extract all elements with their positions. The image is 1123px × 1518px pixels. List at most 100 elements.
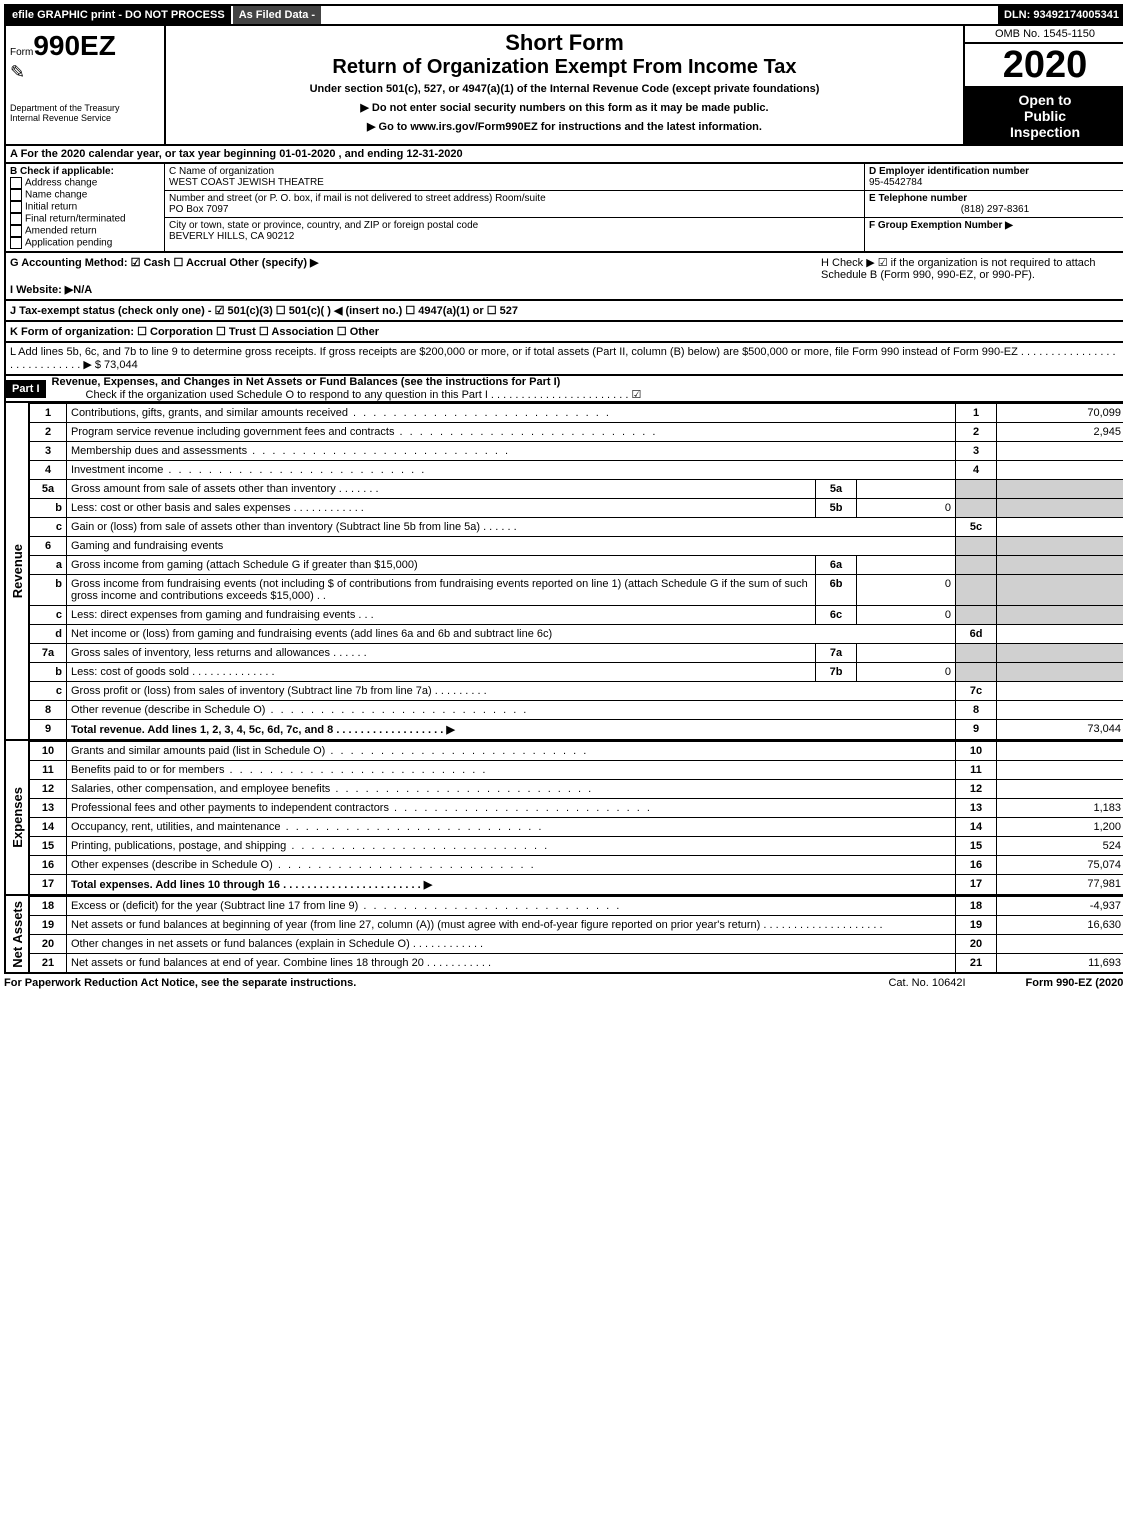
chk-pending[interactable] [10,237,22,249]
chk-name[interactable] [10,189,22,201]
block-bcdef: B Check if applicable: Address change Na… [4,164,1123,253]
l16-amt: 75,074 [997,856,1123,875]
top-bar: efile GRAPHIC print - DO NOT PROCESS As … [4,4,1123,26]
org-name: WEST COAST JEWISH THEATRE [169,177,860,188]
l16-albl: 16 [956,856,997,875]
row-gh: G Accounting Method: ☑ Cash ☐ Accrual Ot… [4,253,1123,301]
expenses-table: 10 Grants and similar amounts paid (list … [28,741,1123,896]
efile-label: efile GRAPHIC print - DO NOT PROCESS [6,6,231,24]
col-def: D Employer identification number 95-4542… [864,164,1123,251]
col-c-orginfo: C Name of organization WEST COAST JEWISH… [165,164,864,251]
b-item-0: Address change [25,178,97,189]
header-center: Short Form Return of Organization Exempt… [166,26,963,144]
l5b-sh [956,499,997,518]
expenses-vlabel-text: Expenses [8,783,27,852]
l6b-sh2 [997,575,1123,606]
i-website: I Website: ▶N/A [10,283,813,296]
l7a-sh [956,644,997,663]
l5b-desc: Less: cost or other basis and sales expe… [71,502,291,514]
l21-no: 21 [29,954,67,974]
l5a-bv [857,480,956,499]
l1-no: 1 [29,404,67,423]
d-label: D Employer identification number [869,166,1121,177]
part1-header: Part I Revenue, Expenses, and Changes in… [4,376,1123,403]
return-title: Return of Organization Exempt From Incom… [174,56,955,79]
l4-desc: Investment income [71,464,163,476]
l17-desc: Total expenses. Add lines 10 through 16 … [71,879,432,891]
chk-amended[interactable] [10,225,22,237]
l9-albl: 9 [956,720,997,741]
l7a-no: 7a [29,644,67,663]
l6a-sh2 [997,556,1123,575]
col-b-checkboxes: B Check if applicable: Address change Na… [6,164,165,251]
l19-albl: 19 [956,916,997,935]
l14-desc: Occupancy, rent, utilities, and maintena… [71,821,281,833]
l6b-box: 6b [816,575,857,606]
l7b-sh2 [997,663,1123,682]
l1-desc: Contributions, gifts, grants, and simila… [71,407,348,419]
l18-albl: 18 [956,897,997,916]
l2-desc: Program service revenue including govern… [71,426,394,438]
short-form-title: Short Form [174,30,955,56]
l19-amt: 16,630 [997,916,1123,935]
l5b-no: b [29,499,67,518]
l3-albl: 3 [956,442,997,461]
revenue-vlabel-text: Revenue [8,540,27,602]
l16-desc: Other expenses (describe in Schedule O) [71,859,273,871]
l5a-desc: Gross amount from sale of assets other t… [71,483,336,495]
l18-amt: -4,937 [997,897,1123,916]
l14-no: 14 [29,818,67,837]
l3-amt [997,442,1123,461]
l13-amt: 1,183 [997,799,1123,818]
l7c-albl: 7c [956,682,997,701]
l6b-bv: 0 [857,575,956,606]
l14-albl: 14 [956,818,997,837]
l2-albl: 2 [956,423,997,442]
b-item-5: Application pending [25,238,112,249]
row-a-taxyear: A For the 2020 calendar year, or tax yea… [4,146,1123,164]
l14-amt: 1,200 [997,818,1123,837]
l2-no: 2 [29,423,67,442]
chk-final[interactable] [10,213,22,225]
l5c-albl: 5c [956,518,997,537]
irs-label: Internal Revenue Service [10,113,160,123]
l13-albl: 13 [956,799,997,818]
l21-albl: 21 [956,954,997,974]
l19-desc: Net assets or fund balances at beginning… [71,919,760,931]
chk-address[interactable] [10,177,22,189]
l5a-sh [956,480,997,499]
revenue-vlabel: Revenue [4,403,28,741]
g-text: G Accounting Method: ☑ Cash ☐ Accrual Ot… [10,256,813,269]
l7c-desc: Gross profit or (loss) from sales of inv… [71,685,432,697]
form-prefix: Form [10,47,33,58]
l10-albl: 10 [956,742,997,761]
l8-no: 8 [29,701,67,720]
l6c-bv: 0 [857,606,956,625]
l20-albl: 20 [956,935,997,954]
l12-albl: 12 [956,780,997,799]
open-line3: Inspection [967,124,1123,140]
l18-desc: Excess or (deficit) for the year (Subtra… [71,900,358,912]
under-section-text: Under section 501(c), 527, or 4947(a)(1)… [174,83,955,95]
l6b-sh [956,575,997,606]
b-item-2: Initial return [25,202,77,213]
goto-link[interactable]: ▶ Go to www.irs.gov/Form990EZ for instru… [174,120,955,133]
l1-albl: 1 [956,404,997,423]
l7a-sh2 [997,644,1123,663]
chk-initial[interactable] [10,201,22,213]
f-label: F Group Exemption Number ▶ [869,220,1013,231]
l6c-sh2 [997,606,1123,625]
omb-number: OMB No. 1545-1150 [965,26,1123,44]
l7c-amt [997,682,1123,701]
l6a-sh [956,556,997,575]
l5a-sh2 [997,480,1123,499]
l10-desc: Grants and similar amounts paid (list in… [71,745,325,757]
l6a-no: a [29,556,67,575]
l13-no: 13 [29,799,67,818]
tax-year: 2020 [965,44,1123,86]
l5b-bv: 0 [857,499,956,518]
g-accounting: G Accounting Method: ☑ Cash ☐ Accrual Ot… [6,253,817,299]
org-city: BEVERLY HILLS, CA 90212 [169,231,860,242]
footer-left: For Paperwork Reduction Act Notice, see … [4,977,356,989]
dept-label: Department of the Treasury [10,103,160,113]
